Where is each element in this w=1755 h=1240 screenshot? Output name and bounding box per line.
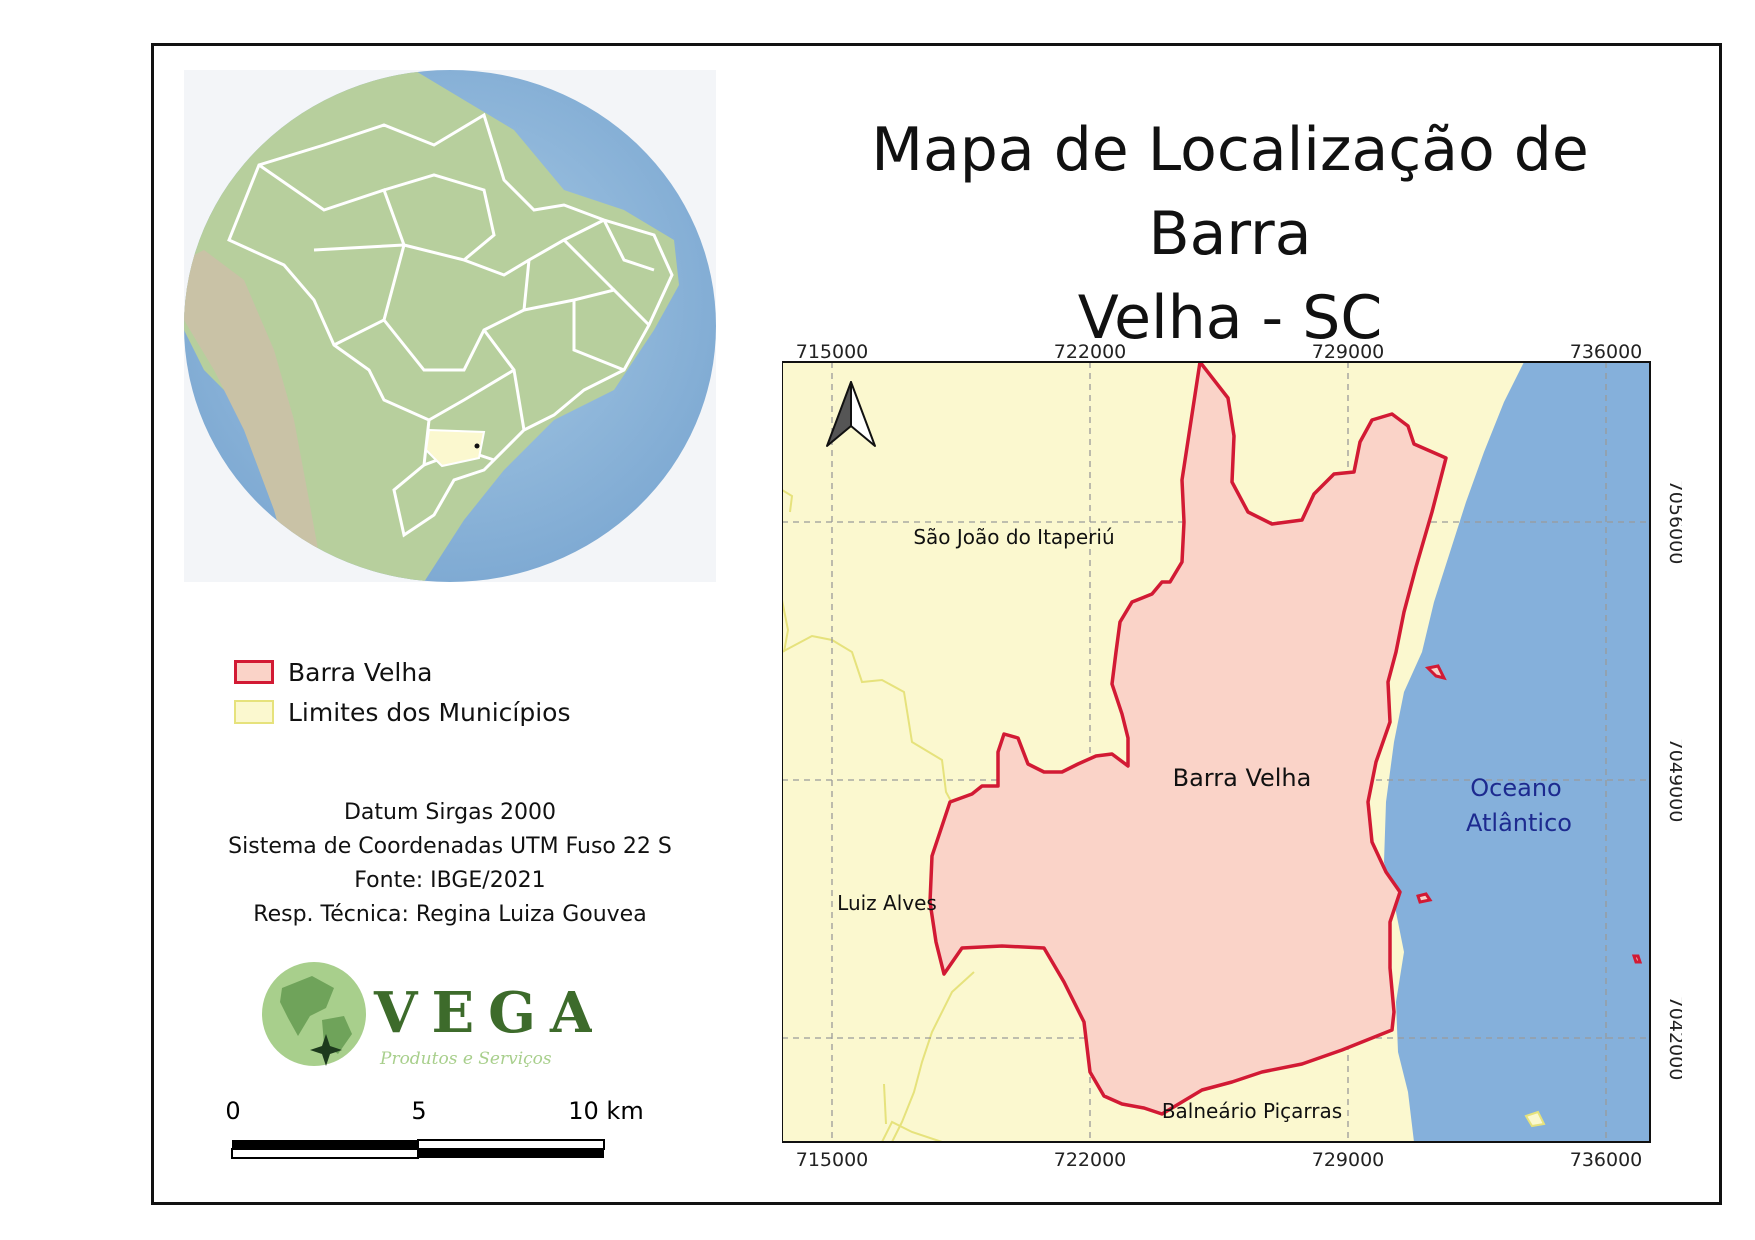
legend-label-limites: Limites dos Municípios (288, 697, 571, 727)
barra-velha-polygon (928, 362, 1448, 1116)
y-tick-right-7056000: 7056000 (1665, 480, 1682, 565)
x-tick-top-729000: 729000 (1312, 341, 1385, 363)
label-barra-velha: Barra Velha (1173, 764, 1312, 792)
responsible-text: Resp. Técnica: Regina Luiza Gouvea (253, 902, 647, 927)
map-title: Mapa de Localização de Barra Velha - SC (790, 108, 1670, 360)
legend-item-limites: Limites dos Municípios (234, 692, 571, 732)
label-atlantico: Atlântico (1466, 809, 1572, 837)
legend-swatch-barra-velha (234, 660, 274, 684)
title-line-2: Velha - SC (1077, 283, 1383, 353)
legend-label-barra-velha: Barra Velha (288, 657, 433, 687)
legend-swatch-limites (234, 700, 274, 724)
map-info: Datum Sirgas 2000 Sistema de Coordenadas… (200, 796, 700, 932)
x-tick-bottom-736000: 736000 (1570, 1149, 1643, 1170)
coord-system-text: Sistema de Coordenadas UTM Fuso 22 S (228, 834, 672, 859)
scale-tick-10: 10 km (568, 1097, 642, 1125)
scale-bar: 0 5 10 km (222, 1095, 644, 1165)
legend-item-barra-velha: Barra Velha (234, 652, 571, 692)
north-arrow-icon (826, 381, 876, 447)
label-oceano: Oceano (1470, 774, 1561, 802)
legend: Barra Velha Limites dos Municípios (234, 652, 571, 732)
locator-globe (184, 70, 716, 582)
x-tick-top-715000: 715000 (796, 341, 869, 363)
title-line-1: Mapa de Localização de Barra (871, 115, 1589, 269)
x-tick-top-736000: 736000 (1570, 341, 1643, 363)
label-luiz-alves: Luiz Alves (837, 891, 937, 915)
scale-tick-5: 5 (411, 1097, 426, 1125)
logo-name: VEGA (373, 980, 592, 1046)
main-map: 715000 722000 729000 736000 715000 72200… (781, 340, 1687, 1171)
x-tick-bottom-729000: 729000 (1312, 1149, 1385, 1170)
source-text: Fonte: IBGE/2021 (354, 868, 546, 893)
label-sao-joao-do-itaperiu: São João do Itaperiú (913, 525, 1114, 549)
x-tick-bottom-722000: 722000 (1054, 1149, 1127, 1170)
scale-tick-0: 0 (225, 1097, 240, 1125)
y-tick-right-7049000: 7049000 (1665, 738, 1682, 823)
datum-text: Datum Sirgas 2000 (343, 800, 557, 825)
x-tick-top-722000: 722000 (1054, 341, 1127, 363)
logo-tagline: Produtos e Serviços (379, 1049, 552, 1069)
y-tick-right-7042000: 7042000 (1665, 996, 1682, 1081)
map-frame (151, 43, 1722, 1205)
x-tick-bottom-715000: 715000 (796, 1149, 869, 1170)
label-balneario-picarras: Balneário Piçarras (1162, 1099, 1342, 1123)
vega-logo: VEGA Produtos e Serviços (262, 958, 593, 1070)
